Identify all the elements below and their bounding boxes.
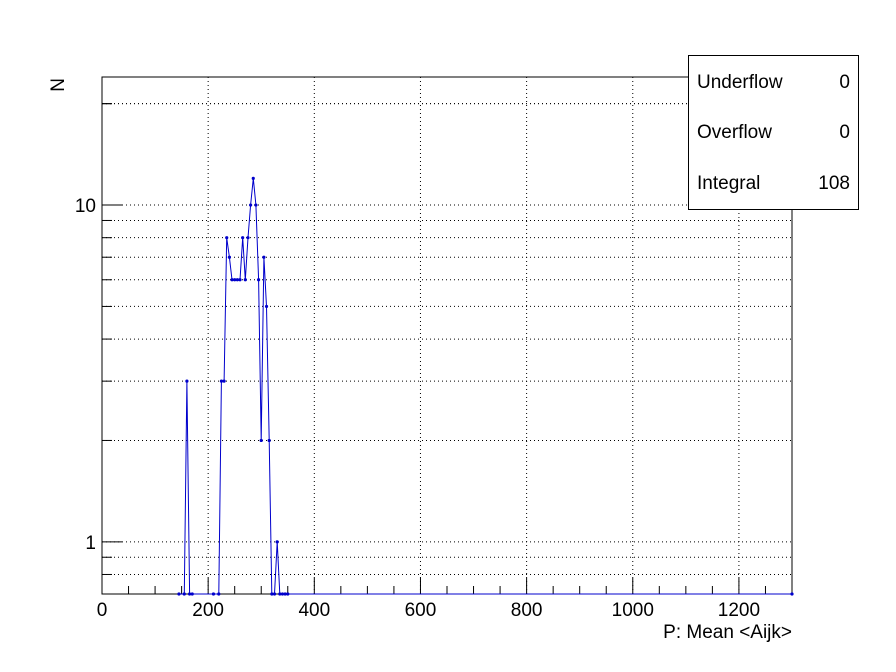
data-point [249,203,253,207]
data-point [238,278,242,282]
axis-ticks [101,103,793,595]
data-point [185,379,189,383]
data-point [270,592,274,596]
data-point [227,255,231,259]
grid-lines [102,77,792,595]
data-point [222,379,226,383]
data-point [259,438,263,443]
data-point [256,278,261,282]
x-tick-label: 600 [405,600,437,621]
data-point [283,592,287,596]
data-point [177,592,181,596]
data-point [211,592,216,596]
stats-row-underflow: Underflow 0 [697,72,850,96]
data-point [286,592,290,596]
data-point [230,278,234,282]
data-point [278,592,282,596]
data-point [246,236,250,240]
data-point [790,592,794,596]
data-point [243,278,247,282]
data-point [182,592,186,596]
x-tick-label: 400 [298,600,330,621]
data-point [219,379,224,383]
x-tick-label: 1000 [612,600,654,621]
stats-value: 0 [839,122,850,143]
stats-label: Integral [697,173,761,194]
y-tick-label: 1 [85,533,96,554]
stats-label: Overflow [697,122,772,143]
data-point [275,540,279,544]
x-tick-label: 1200 [718,600,760,621]
data-point [190,592,194,596]
data-point [251,176,255,180]
data-point [267,438,271,443]
axis-tick-labels: 0 200 400 600 800 1000 1200 1 10 [75,196,760,621]
stats-label: Underflow [697,72,783,93]
x-axis-label: P: Mean <Aijk> [663,622,792,643]
data-point [217,592,221,596]
data-point [225,236,229,240]
y-axis-label: N [48,78,69,92]
x-tick-label: 0 [97,600,108,621]
stats-row-overflow: Overflow 0 [697,122,850,146]
stats-value: 108 [818,173,850,194]
data-point [262,255,266,259]
data-point [272,592,277,596]
y-tick-label: 10 [75,196,96,217]
stats-row-integral: Integral 108 [697,173,850,197]
data-point [233,278,237,282]
data-point [264,304,269,309]
series-line [179,178,792,595]
data-point [235,278,239,282]
data-point [280,592,285,596]
x-tick-label: 800 [511,600,543,621]
x-tick-label: 200 [192,600,224,621]
stats-box: Underflow 0 Overflow 0 Integral 108 [688,55,859,210]
series-points [177,176,794,596]
data-point [241,236,245,240]
data-point [187,592,192,596]
data-point [254,203,258,207]
stats-value: 0 [839,72,850,93]
